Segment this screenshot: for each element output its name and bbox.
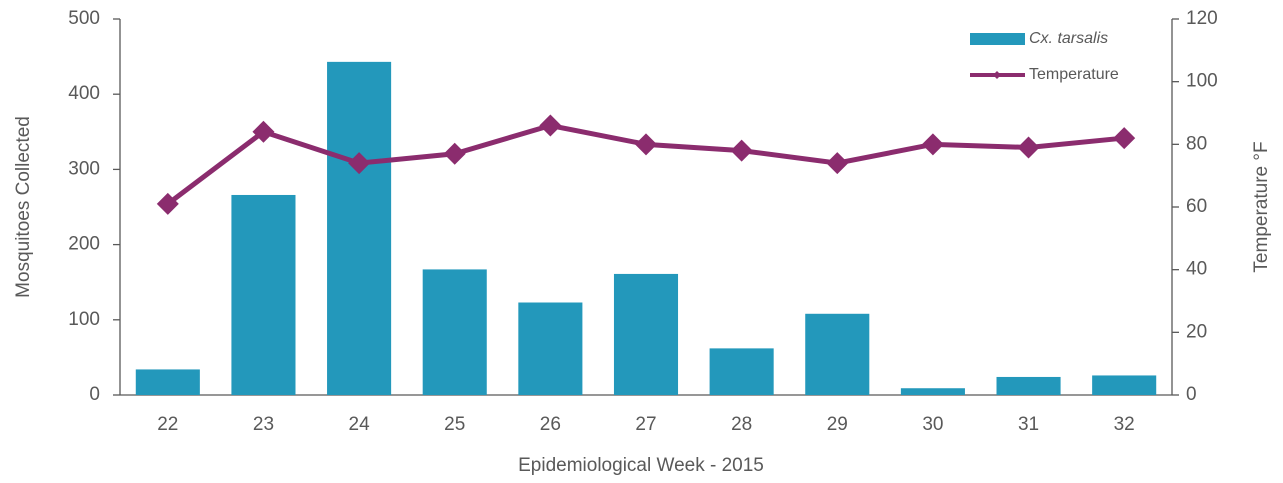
y2-tick-label: 20: [1186, 321, 1207, 342]
bar: [327, 61, 392, 395]
y2-tick-label: 60: [1186, 196, 1207, 217]
y-tick-label: 0: [89, 384, 100, 405]
x-tick-label: 29: [827, 414, 848, 435]
marker: [348, 152, 371, 175]
marker: [539, 114, 562, 137]
marker: [730, 139, 753, 162]
marker: [443, 142, 466, 165]
bar: [135, 369, 200, 395]
y-tick-label: 500: [68, 8, 100, 29]
y2-tick-label: 80: [1186, 133, 1207, 154]
marker: [252, 120, 275, 143]
bar: [996, 376, 1061, 395]
legend-swatch: [993, 71, 1001, 79]
y2-tick-label: 120: [1186, 8, 1218, 29]
marker: [826, 152, 849, 175]
y-tick-label: 400: [68, 83, 100, 104]
x-tick-label: 31: [1018, 414, 1039, 435]
legend-label: Temperature: [1029, 66, 1119, 83]
x-tick-label: 28: [731, 414, 752, 435]
x-tick-label: 27: [635, 414, 656, 435]
bar: [613, 273, 679, 395]
x-axis-title: Epidemiological Week - 2015: [518, 455, 764, 476]
x-tick-label: 30: [922, 414, 943, 435]
y-axis-title: Mosquitoes Collected: [13, 116, 34, 298]
marker: [1017, 136, 1040, 159]
legend-swatch: [970, 33, 1025, 45]
bar: [231, 194, 296, 395]
x-tick-label: 24: [349, 414, 371, 435]
x-tick-label: 22: [157, 414, 178, 435]
y-tick-label: 300: [68, 158, 100, 179]
y2-tick-label: 100: [1186, 71, 1218, 92]
x-tick-label: 23: [253, 414, 274, 435]
y2-tick-label: 0: [1186, 384, 1197, 405]
legend-label: Cx. tarsalis: [1029, 30, 1108, 47]
y2-tick-label: 40: [1186, 259, 1207, 280]
marker: [1113, 127, 1136, 150]
marker: [156, 192, 179, 215]
bar: [1092, 375, 1157, 395]
bar: [805, 313, 870, 395]
marker: [635, 133, 657, 156]
bar: [518, 302, 583, 395]
x-tick-label: 26: [540, 414, 561, 435]
y-tick-label: 100: [68, 309, 100, 330]
x-tick-label: 32: [1114, 414, 1135, 435]
x-tick-label: 25: [444, 414, 465, 435]
y-tick-label: 200: [68, 234, 100, 255]
bar: [900, 388, 965, 395]
bar: [709, 348, 774, 395]
y2-axis-title: Temperature °F: [1251, 141, 1272, 272]
marker: [921, 133, 944, 156]
bar: [422, 269, 487, 395]
